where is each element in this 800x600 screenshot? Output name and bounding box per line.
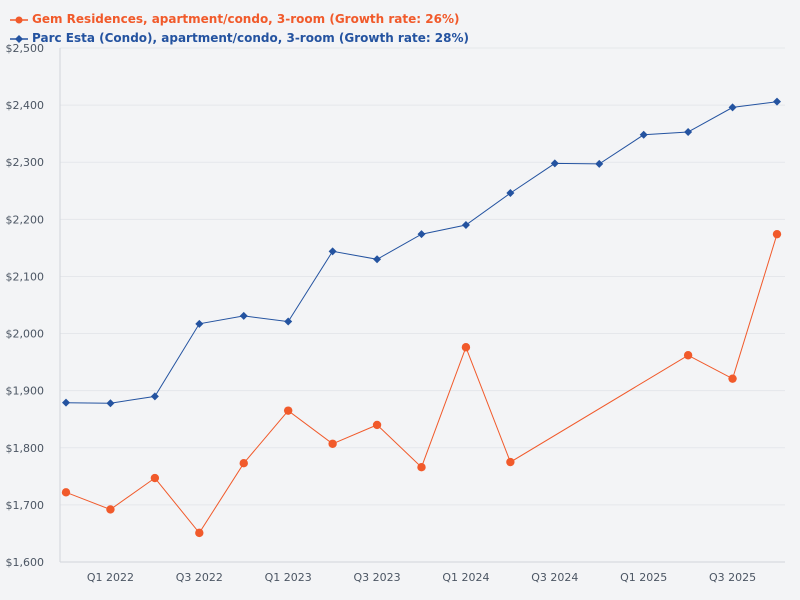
y-tick-label: $1,800 xyxy=(6,442,45,455)
x-tick-label: Q1 2022 xyxy=(87,571,134,584)
data-point[interactable] xyxy=(283,406,293,415)
data-point[interactable] xyxy=(550,159,559,168)
legend-item-gem-residences[interactable]: Gem Residences, apartment/condo, 3-room … xyxy=(10,10,469,29)
data-point[interactable] xyxy=(461,343,471,352)
legend-diamond-icon xyxy=(10,34,28,43)
data-point[interactable] xyxy=(150,392,159,401)
data-point[interactable] xyxy=(239,311,248,320)
data-point[interactable] xyxy=(595,159,604,168)
data-point[interactable] xyxy=(239,458,248,468)
y-tick-label: $1,900 xyxy=(6,385,45,398)
x-tick-label: Q3 2025 xyxy=(709,571,756,584)
grid-lines xyxy=(60,47,785,563)
y-tick-label: $2,500 xyxy=(6,42,45,55)
y-tick-label: $2,400 xyxy=(6,99,45,112)
y-tick-label: $1,600 xyxy=(6,556,45,569)
data-point[interactable] xyxy=(61,488,71,497)
y-tick-label: $1,700 xyxy=(6,499,45,512)
data-point[interactable] xyxy=(506,189,515,198)
data-point[interactable] xyxy=(284,317,293,326)
data-point[interactable] xyxy=(106,399,115,408)
data-point[interactable] xyxy=(772,229,782,239)
legend-label: Gem Residences, apartment/condo, 3-room … xyxy=(32,12,460,26)
data-point[interactable] xyxy=(461,221,470,230)
data-point[interactable] xyxy=(62,398,70,407)
x-axis: Q1 2022 Q3 2022 Q1 2023 Q3 2023 Q1 2024 Q3 20… xyxy=(60,561,785,584)
x-tick-label: Q1 2025 xyxy=(620,571,667,584)
series-1 xyxy=(62,97,781,408)
data-point[interactable] xyxy=(684,127,693,136)
data-point[interactable] xyxy=(150,473,160,483)
x-tick-label: Q3 2024 xyxy=(531,571,578,584)
data-point[interactable] xyxy=(728,103,737,112)
data-point[interactable] xyxy=(373,255,382,264)
data-point[interactable] xyxy=(683,351,693,360)
y-tick-label: $2,000 xyxy=(6,328,45,341)
x-tick-label: Q3 2022 xyxy=(176,571,223,584)
data-point[interactable] xyxy=(328,247,337,256)
data-point[interactable] xyxy=(372,420,382,430)
legend: Gem Residences, apartment/condo, 3-room … xyxy=(10,10,469,48)
y-tick-label: $2,300 xyxy=(6,156,45,169)
data-point[interactable] xyxy=(639,130,648,139)
data-point[interactable] xyxy=(195,528,204,538)
data-point[interactable] xyxy=(506,457,515,467)
y-axis: $1,600 $1,700 $1,800 $1,900 $2,000 $2,100 $2,2… xyxy=(6,42,61,569)
data-point[interactable] xyxy=(417,462,426,472)
x-tick-label: Q3 2023 xyxy=(353,571,400,584)
series-0 xyxy=(61,229,782,538)
y-tick-label: $2,200 xyxy=(6,213,45,226)
legend-label: Parc Esta (Condo), apartment/condo, 3-ro… xyxy=(32,31,470,45)
data-point[interactable] xyxy=(773,97,781,106)
legend-circle-icon xyxy=(10,16,28,23)
data-point[interactable] xyxy=(728,374,737,383)
data-point[interactable] xyxy=(106,505,115,514)
x-tick-label: Q1 2024 xyxy=(442,571,489,584)
data-point[interactable] xyxy=(195,319,204,328)
data-point[interactable] xyxy=(328,439,337,448)
series-line xyxy=(65,234,778,534)
series-layer xyxy=(61,97,782,538)
legend-item-parc-esta[interactable]: Parc Esta (Condo), apartment/condo, 3-ro… xyxy=(10,29,469,48)
y-tick-label: $2,100 xyxy=(6,270,45,283)
x-tick-label: Q1 2023 xyxy=(265,571,312,584)
data-point[interactable] xyxy=(417,230,426,239)
